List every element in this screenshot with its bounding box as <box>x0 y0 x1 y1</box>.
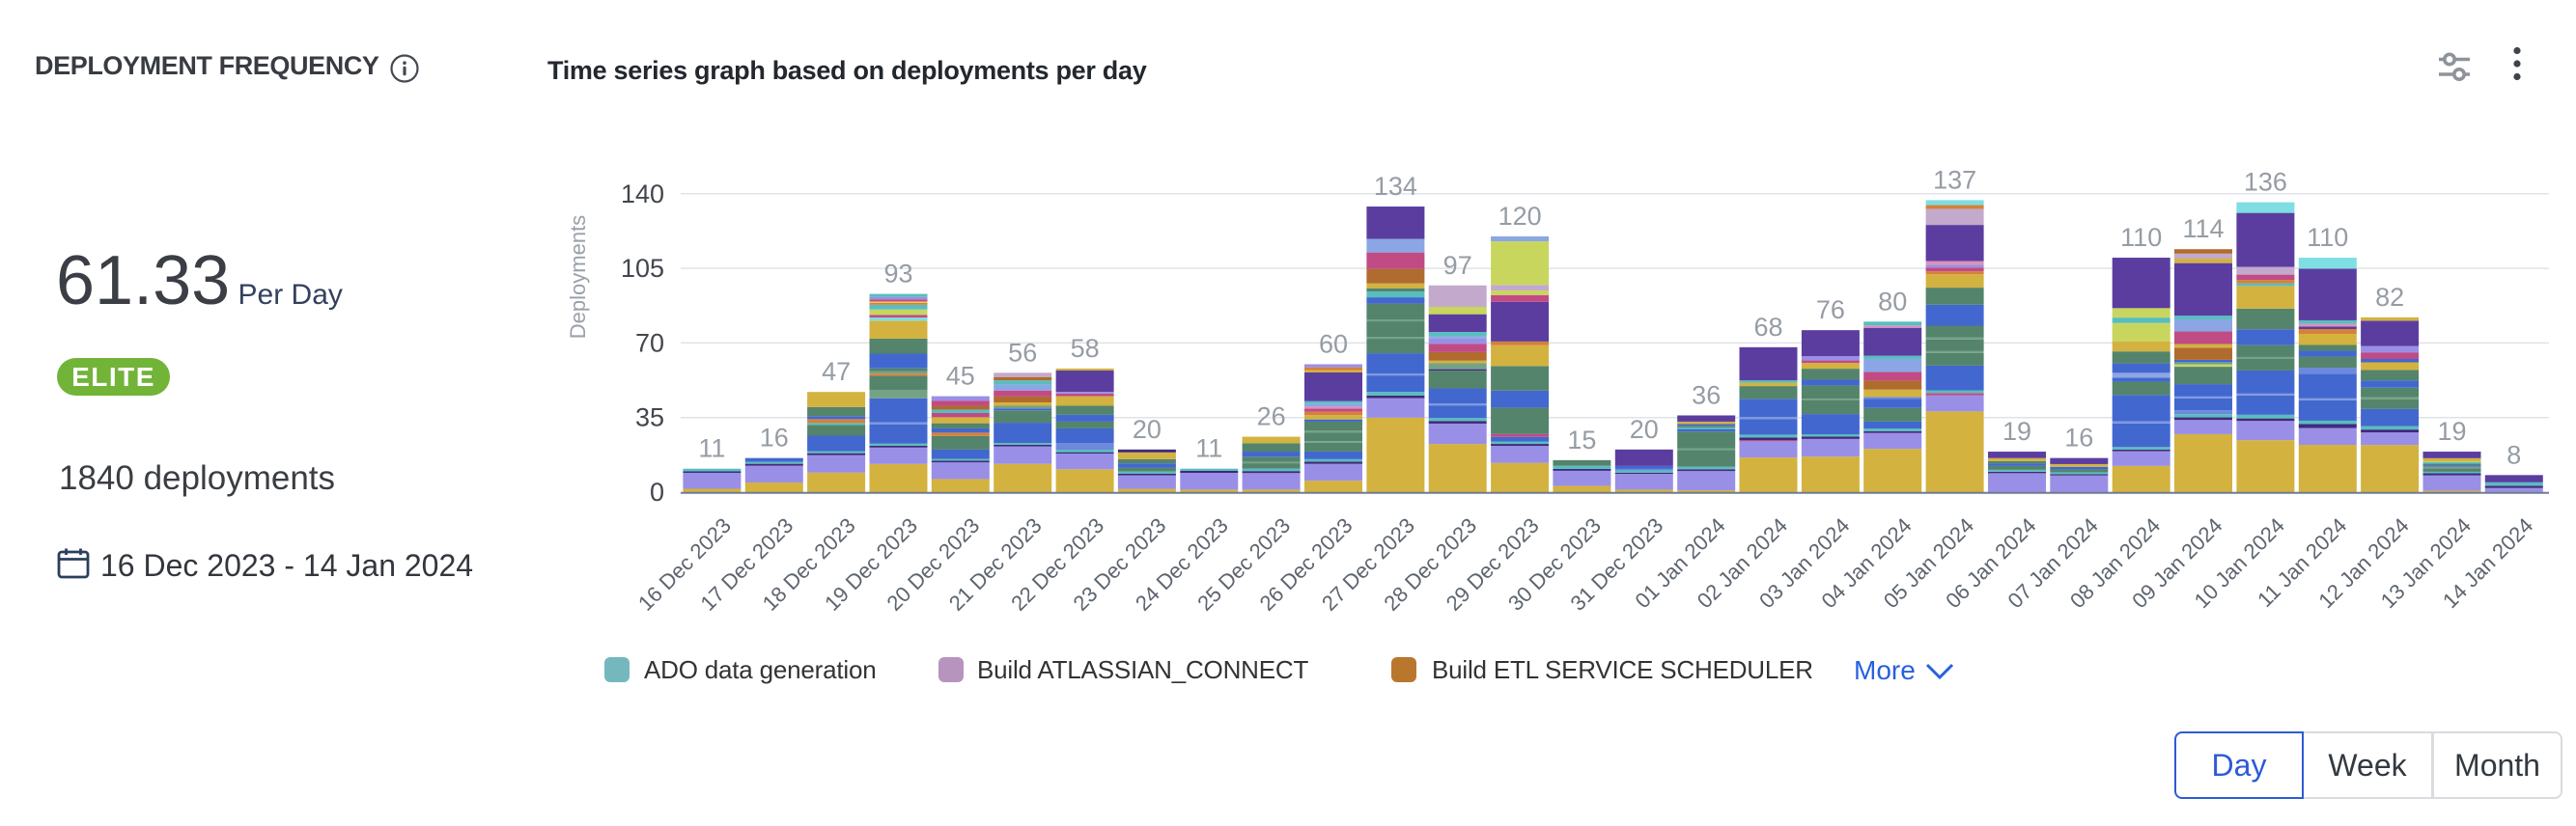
svg-text:110: 110 <box>2120 223 2162 252</box>
svg-text:76: 76 <box>1816 295 1845 324</box>
svg-text:15: 15 <box>1567 426 1596 454</box>
svg-text:80: 80 <box>1878 287 1907 316</box>
svg-text:26: 26 <box>1257 402 1286 431</box>
svg-text:8: 8 <box>2506 440 2521 469</box>
svg-text:136: 136 <box>2244 168 2287 197</box>
svg-text:19: 19 <box>2437 417 2466 446</box>
svg-text:105: 105 <box>621 254 664 283</box>
svg-text:120: 120 <box>1498 202 1542 231</box>
svg-text:16: 16 <box>760 424 789 453</box>
svg-text:11: 11 <box>698 434 725 463</box>
svg-text:19: 19 <box>2002 417 2031 446</box>
svg-text:60: 60 <box>1319 330 1348 359</box>
svg-text:36: 36 <box>1692 381 1721 410</box>
svg-text:140: 140 <box>621 179 664 208</box>
svg-text:11: 11 <box>1195 434 1222 463</box>
svg-text:110: 110 <box>2307 223 2348 252</box>
svg-text:93: 93 <box>883 260 912 289</box>
svg-text:35: 35 <box>635 403 664 432</box>
svg-text:97: 97 <box>1443 251 1472 280</box>
svg-text:114: 114 <box>2182 214 2224 243</box>
svg-text:58: 58 <box>1071 334 1100 363</box>
svg-text:82: 82 <box>2375 283 2404 312</box>
svg-text:0: 0 <box>650 478 664 507</box>
svg-text:134: 134 <box>1374 172 1417 201</box>
svg-text:20: 20 <box>1133 415 1162 444</box>
svg-text:Deployments: Deployments <box>566 215 590 339</box>
svg-text:68: 68 <box>1753 313 1782 342</box>
svg-text:16: 16 <box>2064 424 2093 453</box>
svg-text:56: 56 <box>1008 338 1037 367</box>
svg-text:70: 70 <box>635 328 664 357</box>
svg-text:20: 20 <box>1630 415 1659 444</box>
svg-text:137: 137 <box>1933 165 1976 194</box>
svg-text:47: 47 <box>822 357 851 386</box>
svg-text:45: 45 <box>946 362 975 391</box>
